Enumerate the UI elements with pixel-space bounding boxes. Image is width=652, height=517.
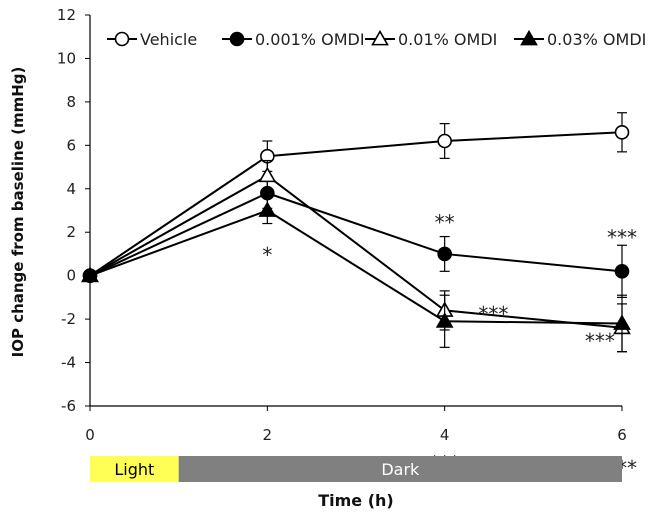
- y-tick-label: 8: [66, 93, 76, 111]
- y-tick-label: -6: [61, 397, 76, 415]
- y-tick-label: 10: [57, 49, 76, 67]
- data-point: [613, 314, 631, 330]
- phase-bar: Light Dark: [90, 456, 622, 482]
- data-point: [435, 312, 454, 328]
- x-axis-title: Time (h): [318, 491, 394, 510]
- phase-2: [178, 456, 622, 482]
- series-line: [89, 209, 623, 325]
- data-point: [258, 166, 277, 183]
- series-line: [89, 131, 623, 277]
- y-tick-label: 6: [66, 136, 76, 154]
- legend-item-2: 0.001% OMDI: [222, 30, 365, 49]
- significance-label: *: [262, 243, 272, 267]
- phase-label: Dark: [381, 460, 420, 479]
- axes: -6 -4 -2 0 2 4 6 8 10 12 0 2 4 6: [57, 6, 627, 444]
- x-tick-label: 2: [263, 426, 273, 444]
- legend-label: 0.001% OMDI: [255, 30, 365, 49]
- y-tick-label: 0: [66, 267, 76, 285]
- data-point: [81, 266, 99, 283]
- data-point: [437, 133, 452, 149]
- significance-label: ***: [607, 226, 637, 250]
- significance-label: ***: [478, 302, 508, 326]
- x-tick-label: 4: [440, 426, 450, 444]
- legend-label: 0.03% OMDI: [547, 30, 646, 49]
- legend-label: Vehicle: [140, 30, 197, 49]
- series-line: [89, 174, 623, 329]
- legend-marker: [114, 31, 130, 47]
- data-point: [614, 125, 630, 140]
- y-tick-label: -2: [61, 310, 76, 328]
- data-point: [437, 246, 452, 262]
- significance-label: ***: [585, 329, 615, 353]
- data-point: [614, 264, 630, 279]
- y-axis-title: IOP change from baseline (mmHg): [9, 67, 27, 358]
- y-tick-label: 12: [57, 6, 76, 24]
- series-1: [82, 112, 630, 283]
- legend-item-1: Vehicle: [107, 30, 197, 49]
- data-point: [258, 201, 277, 217]
- x-tick-label: 0: [85, 426, 95, 444]
- legend: Vehicle 0.001% OMDI 0.01% OMDI 0.03% OMDI: [107, 29, 646, 49]
- series-line: [89, 192, 623, 277]
- legend-item-4: 0.03% OMDI: [514, 29, 646, 49]
- phase-label: Light: [114, 460, 154, 479]
- y-tick-label: -4: [61, 354, 76, 372]
- legend-marker: [520, 29, 538, 46]
- legend-marker: [371, 29, 389, 46]
- significance-label: **: [435, 211, 455, 235]
- y-tick-label: 2: [66, 223, 76, 241]
- x-tick-label: 6: [617, 426, 627, 444]
- y-tick-label: 4: [66, 180, 76, 198]
- phase-1: [90, 456, 179, 482]
- legend-marker: [229, 31, 245, 47]
- series-4: [81, 196, 631, 353]
- legend-label: 0.01% OMDI: [398, 30, 497, 49]
- legend-item-3: 0.01% OMDI: [365, 29, 497, 49]
- series-layer: [81, 112, 631, 353]
- series-2: [82, 177, 630, 298]
